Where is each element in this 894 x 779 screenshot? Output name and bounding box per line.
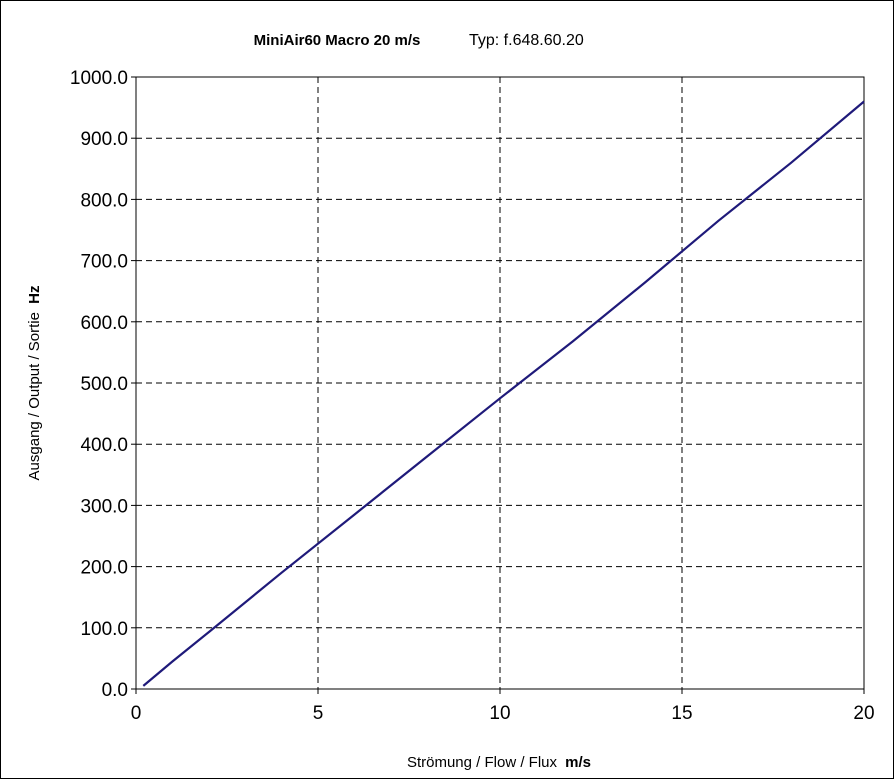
y-tick-label: 700.0 xyxy=(80,252,128,273)
x-tick-label: 0 xyxy=(131,703,142,724)
y-tick-label: 500.0 xyxy=(80,374,128,395)
series-line xyxy=(142,100,865,687)
y-tick-label: 600.0 xyxy=(80,313,128,334)
grid-lines xyxy=(136,77,864,689)
x-axis-unit: m/s xyxy=(565,754,591,771)
y-tick-label: 200.0 xyxy=(80,558,128,579)
y-axis-label: Ausgang / Output / Sortie xyxy=(26,312,43,480)
y-tick-label: 800.0 xyxy=(80,190,128,211)
x-tick-label: 5 xyxy=(313,703,324,724)
chart-subtitle: Typ: f.648.60.20 xyxy=(469,32,584,49)
chart-title: MiniAir60 Macro 20 m/s xyxy=(254,32,421,49)
x-tick-label: 20 xyxy=(853,703,874,724)
x-axis-title: Strömung / Flow / Flux m/s xyxy=(407,754,591,771)
x-axis-label: Strömung / Flow / Flux xyxy=(407,754,558,771)
y-tick-label: 300.0 xyxy=(80,496,128,517)
y-tick-label: 900.0 xyxy=(80,129,128,150)
y-axis-unit: Hz xyxy=(26,286,43,304)
series-layer xyxy=(142,100,865,687)
y-axis-title: Ausgang / Output / Sortie Hz xyxy=(26,286,43,481)
y-tick-label: 1000.0 xyxy=(70,68,128,89)
y-tick-label: 100.0 xyxy=(80,619,128,640)
axis-ticks: 0.0 100.0 200.0 300.0 400.0 500.0 600.0 700.0 80… xyxy=(70,68,875,724)
x-tick-label: 15 xyxy=(671,703,692,724)
y-tick-label: 400.0 xyxy=(80,435,128,456)
x-tick-label: 10 xyxy=(489,703,510,724)
y-tick-label: 0.0 xyxy=(102,680,128,701)
